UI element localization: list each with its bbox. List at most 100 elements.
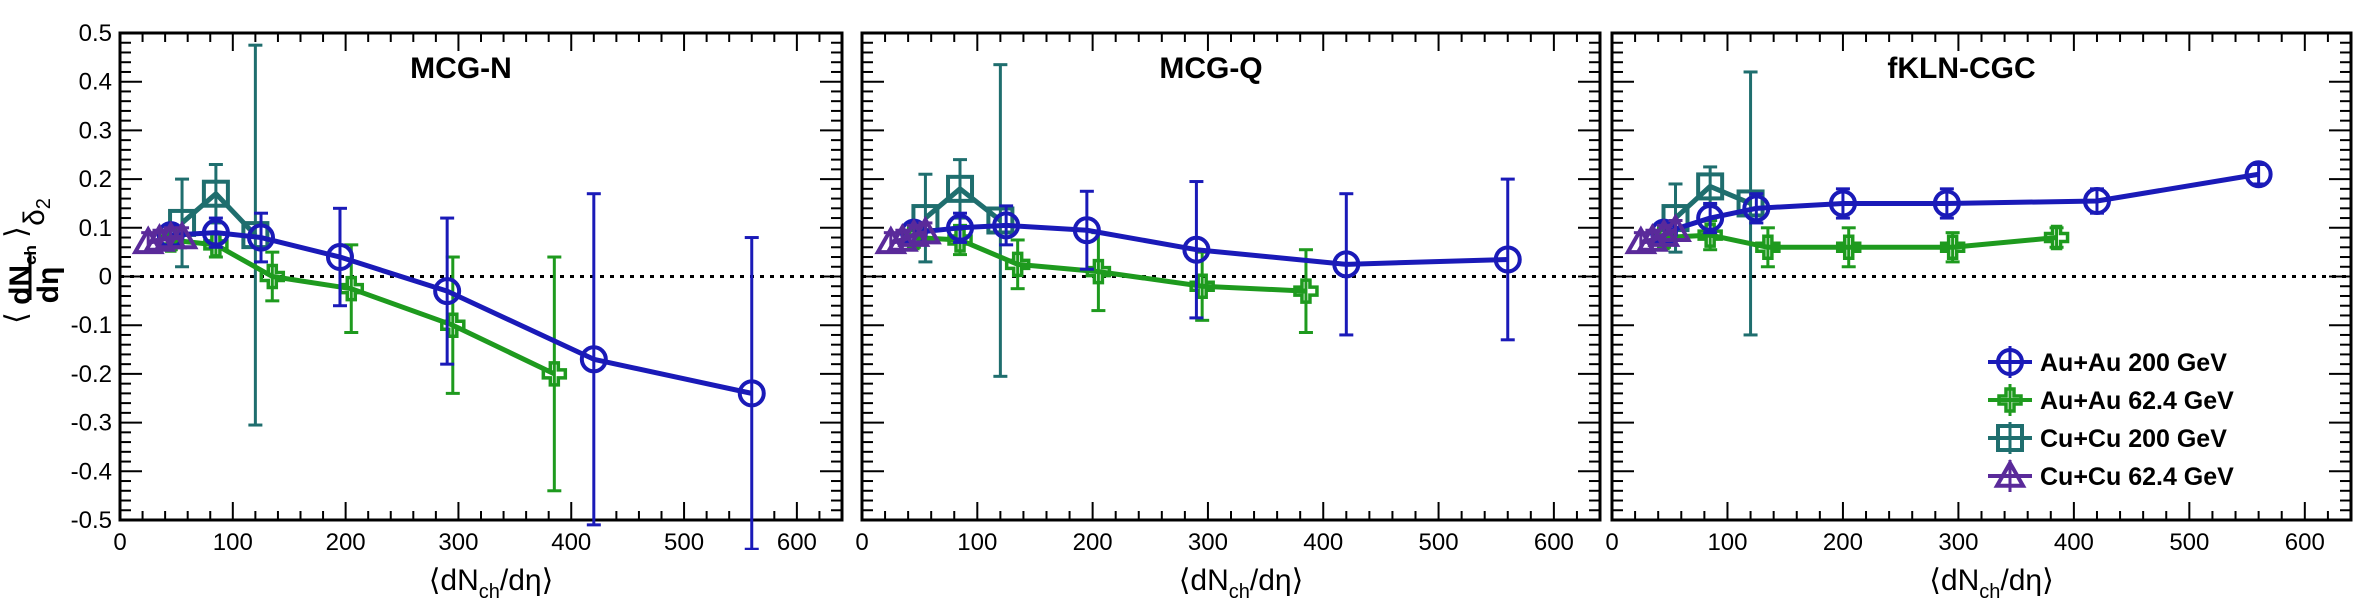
data-point [1755,234,1781,261]
series-au-au-200-gev [1649,160,2273,247]
x-tick-label: 300 [438,529,478,556]
x-tick-label: 200 [1073,529,1113,556]
legend-entry: Cu+Cu 62.4 GeV [1988,458,2234,492]
y-tick-label: 0.1 [79,215,112,242]
y-tick-label: -0.1 [71,312,112,339]
data-point [433,277,462,306]
panel-3: 0 100 200 300 400 500 600 ⟨dNch/dη⟩ fKLN-CGC [1605,31,2353,603]
data-point [1072,216,1101,245]
data-layer [1624,70,2273,337]
svg-text:δ2: δ2 [18,198,55,226]
y-axis-title: ⟨ dNch dη ⟩ δ2 [0,198,65,324]
data-point [1939,234,1966,261]
x-tick-label: 500 [1419,529,1459,556]
x-tick-label: 0 [113,529,126,556]
series-line [913,222,1508,267]
data-point [2082,187,2111,216]
x-tick-label: 0 [855,529,868,556]
data-point [131,225,165,255]
x-tick-label: 100 [213,529,253,556]
data-point [1659,213,1692,242]
legend-label: Cu+Cu 62.4 GeV [2040,463,2234,491]
data-point [1932,189,1961,218]
legend-label: Au+Au 62.4 GeV [2040,387,2234,415]
data-point [737,379,766,408]
x-tick-label: 300 [1938,529,1978,556]
legend-entry: Cu+Cu 200 GeV [1988,422,2227,454]
legend-marker [1997,387,2023,413]
x-tick-label: 100 [957,529,997,556]
legend-marker [1996,348,2024,376]
data-point [946,213,975,242]
x-tick-label: 500 [2169,529,2209,556]
x-tick-label: 100 [1707,529,1747,556]
data-point [946,174,975,203]
data-point [1736,189,1765,218]
series-cu-cu-200-gev [911,63,1015,378]
x-tick-label: 500 [664,529,704,556]
data-point [1493,245,1522,274]
x-tick-label: 400 [551,529,591,556]
series-line [1663,171,2260,236]
data-point [2043,224,2070,251]
series-line [170,237,556,377]
y-tick-label: 0.4 [79,69,112,96]
data-point [1004,251,1031,278]
series-au-au-62-4-gev [158,227,568,493]
series-au-au-62-4-gev [901,223,1319,335]
y-tick-label: 0.5 [79,20,112,47]
panel-2: 0 100 200 300 400 500 600 ⟨dNch/dη⟩ MCG-Q [855,31,1602,603]
data-point [325,243,354,272]
data-point [986,206,1015,235]
data-point [897,218,931,247]
data-point [1624,225,1658,255]
legend-entry: Au+Au 200 GeV [1988,346,2227,378]
x-tick-label: 0 [1605,529,1618,556]
data-point [541,361,568,387]
data-point [247,223,276,252]
x-tick-label: 400 [2054,529,2094,556]
x-axis-title: ⟨dNch/dη⟩ [429,564,554,603]
y-tick-label: -0.5 [71,507,112,534]
series-line [913,235,1307,294]
series-cu-cu-62-4-gev [1624,213,1692,255]
data-point [579,345,608,374]
x-axis-title: ⟨dNch/dη⟩ [1179,564,1304,603]
data-point [1189,273,1215,299]
data-point [2244,160,2273,189]
data-point [1696,172,1725,201]
x-tick-label: 200 [1823,529,1863,556]
data-point [201,218,230,247]
series-line [170,230,753,396]
data-point [1182,235,1211,264]
x-tick-label: 600 [2285,529,2325,556]
data-point [1828,189,1857,218]
x-tick-label: 600 [777,529,817,556]
svg-text:⟨: ⟨ [0,312,33,324]
series-cu-cu-62-4-gev [874,215,942,255]
x-tick-label: 200 [326,529,366,556]
legend-entry: Au+Au 62.4 GeV [1988,384,2234,416]
y-tick-label: -0.3 [71,410,112,437]
legend: Au+Au 200 GeV Au+Au 62.4 GeV Cu+Cu 200 GeV… [1988,346,2234,492]
series-cu-cu-62-4-gev [131,220,199,255]
panel-title: MCG-N [410,52,512,85]
data-point [259,263,286,290]
data-point [1293,278,1319,304]
data-point [165,220,199,250]
data-layer [874,63,1522,378]
data-point [440,312,466,338]
data-point [143,222,176,252]
y-tick-label: 0 [99,264,112,291]
svg-text:⟩: ⟩ [0,226,33,238]
data-point [201,179,230,208]
x-axis-title: ⟨dNch/dη⟩ [1929,564,2054,603]
panel-title: fKLN-CGC [1887,52,2035,85]
legend-marker [1993,458,2027,488]
legend-marker [1996,424,2024,452]
legend-label: Au+Au 200 GeV [2040,349,2227,377]
data-point [992,211,1021,240]
y-tick-label: 0.2 [79,166,112,193]
data-point [1635,222,1669,252]
